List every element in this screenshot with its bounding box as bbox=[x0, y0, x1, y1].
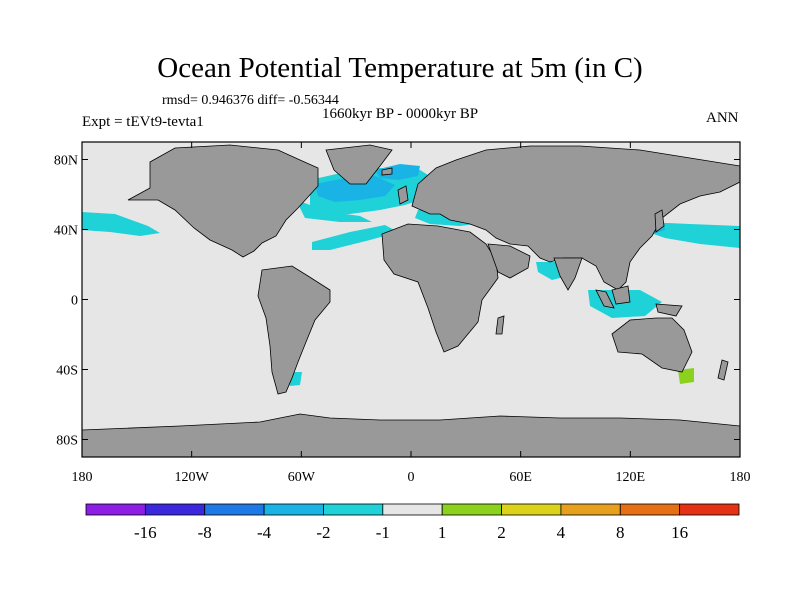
colorbar-label: 1 bbox=[438, 523, 447, 542]
colorbar-label: -2 bbox=[316, 523, 330, 542]
land-africa bbox=[381, 223, 499, 353]
land-antarctica bbox=[82, 413, 740, 457]
experiment-label: Expt = tEVt9-tevta1 bbox=[82, 114, 204, 130]
colorbar-label: 8 bbox=[616, 523, 625, 542]
colorbar-swatch bbox=[619, 503, 681, 516]
lon-tick-label: 0 bbox=[408, 470, 415, 485]
lon-tick-label: 120W bbox=[175, 470, 210, 485]
anomaly-labrador-irminger bbox=[315, 176, 395, 202]
lat-tick-label: 40S bbox=[56, 364, 78, 379]
land-greenland bbox=[325, 144, 393, 185]
anomaly-kuroshio-extension bbox=[645, 222, 740, 248]
land-eurasia bbox=[411, 145, 740, 291]
land-new-zealand bbox=[717, 359, 729, 381]
land-new-guinea bbox=[655, 303, 683, 317]
anomaly-gulf-stream bbox=[296, 200, 372, 222]
lat-tick-label: 80S bbox=[56, 434, 78, 449]
lon-tick-label: 180 bbox=[730, 470, 751, 485]
figure-title: Ocean Potential Temperature at 5m (in C) bbox=[157, 52, 643, 84]
colorbar-label: 16 bbox=[671, 523, 688, 542]
map-area bbox=[82, 142, 740, 457]
land-sumatra bbox=[595, 289, 615, 309]
land-uk bbox=[397, 185, 409, 205]
colorbar-swatch bbox=[204, 503, 265, 516]
colorbar-label: 2 bbox=[497, 523, 506, 542]
time-period: 1660kyr BP - 0000kyr BP bbox=[322, 106, 479, 122]
land-madagascar bbox=[495, 315, 505, 335]
land-japan bbox=[654, 209, 665, 233]
stats-line: rmsd= 0.946376 diff= -0.56344 bbox=[162, 93, 339, 108]
map-axes: 80N 40N 0 40S 80S 180 120W 60W 0 60E 120E 180 bbox=[54, 142, 751, 485]
colorbar-swatch bbox=[501, 503, 562, 516]
colorbar-swatch bbox=[323, 503, 384, 516]
lat-tick-label: 80N bbox=[54, 154, 78, 169]
lat-tick-label: 0 bbox=[71, 294, 78, 309]
colorbar: -16 -8 -4 -2 -1 1 2 4 8 16 bbox=[85, 503, 740, 542]
colorbar-swatch bbox=[441, 503, 502, 516]
lon-tick-label: 60W bbox=[288, 470, 316, 485]
land-arabia bbox=[487, 243, 531, 279]
colorbar-label: -4 bbox=[257, 523, 272, 542]
land-masses bbox=[82, 144, 740, 457]
colorbar-swatch bbox=[679, 503, 740, 516]
colorbar-swatch bbox=[144, 503, 206, 516]
land-north-america bbox=[127, 144, 319, 258]
land-south-america bbox=[257, 265, 331, 395]
anomaly-nordic-seas bbox=[375, 164, 420, 180]
colorbar-label: -1 bbox=[376, 523, 390, 542]
lon-tick-label: 180 bbox=[72, 470, 93, 485]
colorbar-label: -8 bbox=[198, 523, 212, 542]
colorbar-label: 4 bbox=[557, 523, 566, 542]
lat-tick-label: 40N bbox=[54, 224, 78, 239]
land-india bbox=[553, 257, 583, 291]
colorbar-swatch bbox=[85, 503, 146, 516]
colorbar-swatch bbox=[560, 503, 621, 516]
anomaly-north-pacific-west bbox=[82, 212, 160, 236]
anomaly-subtropical-atlantic bbox=[312, 225, 398, 250]
lon-tick-label: 60E bbox=[509, 470, 532, 485]
lon-tick-label: 120E bbox=[616, 470, 646, 485]
season-label: ANN bbox=[706, 110, 739, 126]
land-australia bbox=[611, 317, 693, 373]
colorbar-swatch bbox=[382, 503, 443, 516]
colorbar-label: -16 bbox=[134, 523, 157, 542]
land-borneo bbox=[611, 285, 631, 305]
land-iceland bbox=[381, 167, 393, 176]
colorbar-swatch bbox=[263, 503, 324, 516]
